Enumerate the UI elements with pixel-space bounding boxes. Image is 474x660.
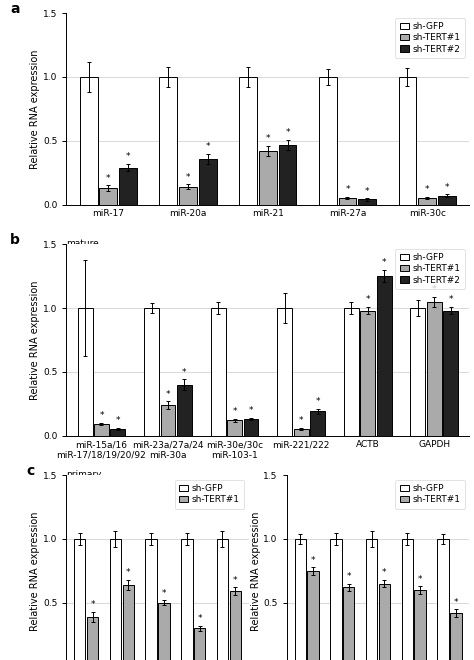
Bar (330, 539, 342, 660)
Text: *: * (233, 576, 237, 585)
Bar (376, 276, 392, 436)
Bar (159, 77, 177, 205)
Bar (110, 429, 126, 436)
Text: a: a (10, 2, 19, 16)
Text: b: b (10, 233, 20, 247)
Text: *: * (116, 416, 120, 426)
Bar (437, 539, 448, 660)
Bar (343, 587, 355, 660)
Y-axis label: Relative RNA expression: Relative RNA expression (30, 280, 40, 400)
Bar (161, 405, 175, 436)
Text: *: * (232, 407, 237, 416)
Text: mature: mature (66, 239, 99, 248)
Text: *: * (91, 600, 95, 609)
Text: *: * (186, 173, 191, 182)
Text: *: * (126, 152, 130, 161)
Bar (399, 77, 417, 205)
Text: *: * (345, 185, 350, 195)
Bar (379, 583, 390, 660)
Bar (259, 151, 277, 205)
Bar (277, 308, 292, 436)
Text: *: * (315, 397, 320, 407)
Bar (338, 198, 356, 205)
Text: *: * (162, 589, 166, 598)
Bar (119, 168, 137, 205)
Text: *: * (182, 368, 187, 377)
Bar (443, 311, 458, 436)
Bar (74, 539, 85, 660)
Bar (410, 308, 425, 436)
Text: *: * (206, 142, 210, 151)
Text: *: * (365, 187, 369, 195)
Bar (358, 199, 376, 205)
Bar (438, 195, 456, 205)
Bar (310, 411, 325, 436)
Bar (87, 617, 99, 660)
Bar (360, 311, 375, 436)
Bar (427, 302, 442, 436)
Text: *: * (454, 597, 458, 607)
Bar (279, 145, 296, 205)
Text: *: * (432, 285, 437, 294)
Bar (123, 585, 134, 660)
Bar (181, 539, 192, 660)
Bar (244, 419, 258, 436)
Y-axis label: Relative RNA expression: Relative RNA expression (251, 511, 261, 631)
Text: c: c (26, 464, 35, 478)
Text: primary: primary (66, 470, 102, 479)
Bar (293, 429, 309, 436)
Text: *: * (382, 258, 386, 267)
Bar (194, 628, 205, 660)
Bar (414, 590, 426, 660)
Y-axis label: Relative RNA expression: Relative RNA expression (30, 49, 40, 169)
Text: *: * (311, 556, 315, 564)
Bar (450, 613, 462, 660)
Bar (210, 308, 226, 436)
Text: *: * (106, 174, 111, 183)
Text: *: * (99, 411, 104, 420)
Y-axis label: Relative RNA expression: Relative RNA expression (30, 511, 40, 631)
Bar (146, 539, 157, 660)
Bar (110, 539, 121, 660)
Text: *: * (418, 575, 422, 583)
Text: *: * (382, 568, 387, 578)
Bar (179, 187, 197, 205)
Bar (78, 308, 92, 436)
Legend: sh-GFP, sh-TERT#1, sh-TERT#2: sh-GFP, sh-TERT#1, sh-TERT#2 (395, 18, 465, 58)
Bar (144, 308, 159, 436)
Bar (100, 188, 118, 205)
Text: *: * (346, 572, 351, 581)
Bar (94, 424, 109, 436)
Legend: sh-GFP, sh-TERT#1: sh-GFP, sh-TERT#1 (175, 480, 244, 509)
Text: *: * (198, 614, 202, 623)
Bar (319, 77, 337, 205)
Bar (177, 385, 192, 436)
Bar (199, 158, 217, 205)
Text: *: * (126, 568, 131, 578)
Text: *: * (445, 183, 449, 192)
Bar (308, 571, 319, 660)
Text: *: * (285, 128, 290, 137)
Bar (217, 539, 228, 660)
Bar (239, 77, 257, 205)
Legend: sh-GFP, sh-TERT#1: sh-GFP, sh-TERT#1 (395, 480, 465, 509)
Bar (418, 198, 436, 205)
Text: *: * (265, 135, 270, 143)
Bar (80, 77, 98, 205)
Bar (230, 591, 241, 660)
Bar (227, 420, 242, 436)
Bar (344, 308, 359, 436)
Bar (294, 539, 306, 660)
Bar (401, 539, 413, 660)
Text: *: * (249, 406, 253, 415)
Bar (366, 539, 377, 660)
Bar (158, 603, 170, 660)
Text: *: * (166, 389, 170, 399)
Text: *: * (448, 295, 453, 304)
Text: *: * (425, 185, 429, 195)
Legend: sh-GFP, sh-TERT#1, sh-TERT#2: sh-GFP, sh-TERT#1, sh-TERT#2 (395, 249, 465, 289)
Text: *: * (365, 295, 370, 304)
Text: *: * (299, 416, 303, 426)
